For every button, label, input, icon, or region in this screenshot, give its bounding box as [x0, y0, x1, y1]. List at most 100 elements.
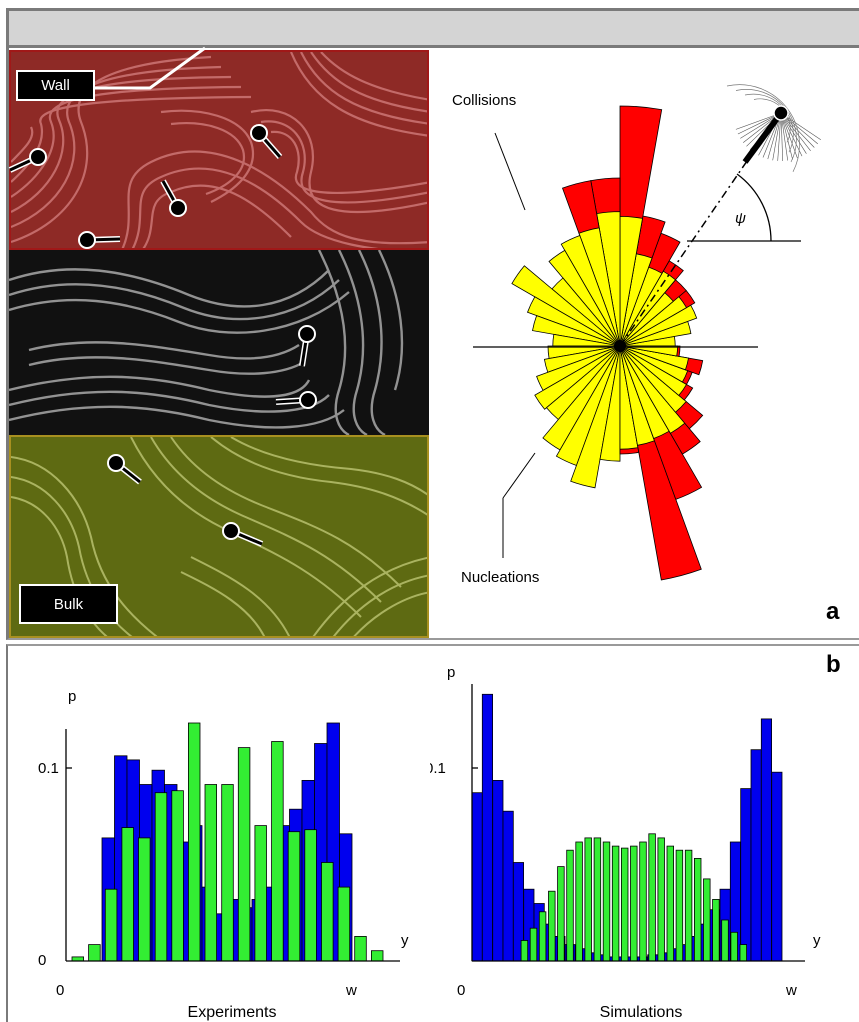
- wall-label: Wall: [16, 70, 95, 101]
- fan-ray: [735, 112, 782, 130]
- rose-nucleation-sector-165: [532, 315, 621, 347]
- exp-bulk-bar-15: [321, 862, 334, 962]
- sim-bulk-bar-16: [666, 845, 674, 962]
- sim-y-axis-label: p: [447, 664, 455, 681]
- sim-bulk-bar-23: [730, 931, 738, 962]
- sim-bulk-bar-0: [520, 940, 529, 962]
- angle-arc: [736, 173, 772, 242]
- experiments-histogram: p 0.1 0 0 w y Experiments: [38, 688, 409, 1021]
- defect-markers: [8, 46, 317, 547]
- sim-wall-bar-1: [481, 693, 493, 962]
- sim-bulk-bar-13: [639, 841, 647, 962]
- rose-nucleation-sector-155: [526, 296, 621, 347]
- bulk-label: Bulk: [19, 584, 118, 624]
- fan-ray: [780, 112, 783, 162]
- exp-bulk-bar-7: [187, 722, 201, 962]
- sim-bulk-bar-20: [703, 878, 711, 962]
- panel-letter-a: a: [826, 598, 840, 625]
- bulk-micrograph: [9, 435, 429, 638]
- rose-nucleation-sector-345: [619, 345, 689, 371]
- exp-bulk-bar-1: [88, 944, 101, 962]
- exp-bulk-bar-11: [254, 825, 267, 962]
- exp-title: Experiments: [188, 1004, 277, 1021]
- sim-bulk-bar-19: [693, 857, 702, 962]
- exp-bulk-bar-9: [221, 784, 234, 962]
- top-header-bar: [6, 8, 859, 48]
- exp-bulk-bar-5: [154, 792, 168, 962]
- fan-ray: [780, 112, 821, 141]
- sim-wall-bar-3: [502, 810, 514, 962]
- exp-bulk-bar-2: [104, 888, 118, 962]
- angle-symbol: ψ: [735, 210, 746, 227]
- sim-wall-bar-28: [760, 718, 772, 962]
- sim-bulk-bar-1: [529, 927, 538, 962]
- sim-wall-bar-0: [471, 792, 483, 962]
- exp-bulk-bar-4: [138, 837, 151, 962]
- rose-nucleation-sector-255: [570, 345, 621, 489]
- exp-bulk-bar-3: [121, 827, 134, 962]
- sim-bulk-bar-9: [602, 841, 611, 962]
- sim-bulk-bar-21: [712, 898, 720, 962]
- exp-bulk-bar-8: [204, 784, 218, 962]
- fan-ray: [777, 112, 782, 161]
- sim-bulk-bar-8: [593, 837, 602, 962]
- sim-bulk-bar-22: [721, 919, 729, 962]
- sim-x-tick-label-0: 0: [457, 982, 465, 999]
- sim-bulk-bar-15: [657, 837, 665, 962]
- sim-bulk-bar-2: [538, 911, 547, 962]
- fan-ray: [780, 112, 803, 157]
- exp-x-axis-label: y: [401, 932, 409, 949]
- middle-micrograph: [9, 250, 429, 435]
- sim-bulk-bar-24: [739, 944, 747, 962]
- rose-nucleation-sector-315: [619, 345, 687, 413]
- nucleations-label: Nucleations: [461, 569, 540, 586]
- director-disc: [773, 105, 789, 121]
- sim-x-axis-label: y: [813, 932, 821, 949]
- exp-bulk-bar-12: [271, 741, 284, 962]
- sim-bulk-bar-4: [557, 866, 565, 962]
- exp-bulk-bar-13: [287, 831, 301, 962]
- exp-x-tick-label-w: w: [345, 982, 357, 999]
- fan-ray: [772, 112, 782, 161]
- exp-y-tick-label-0.1: 0.1: [38, 760, 59, 777]
- sim-bulk-bar-6: [575, 841, 583, 962]
- exp-x-tick-label-0: 0: [56, 982, 64, 999]
- fan-ray: [780, 112, 807, 154]
- rose-nucleation-sector-215: [534, 345, 621, 410]
- sim-bulk-bar-18: [684, 849, 693, 962]
- rose-nucleation-sector-115: [560, 234, 621, 347]
- fan-ray: [780, 112, 818, 145]
- exp-bulk-bar-14: [304, 829, 317, 962]
- collisions-leader-line: [494, 132, 526, 211]
- rose-diagram: ψ: [473, 84, 821, 581]
- simulations-histogram: p 0.1 0 w y Simulations: [430, 664, 821, 1021]
- sim-bulk-bar-12: [630, 845, 638, 962]
- exp-bulk-bar-10: [237, 747, 251, 962]
- collisions-label: Collisions: [452, 92, 517, 109]
- exp-bulk-bar-17: [354, 935, 367, 962]
- rose-nucleation-sector-125: [548, 249, 621, 347]
- sim-y-tick-label-0.1: 0.1: [430, 760, 446, 777]
- fan-ray: [737, 112, 782, 135]
- panel-b: [6, 644, 859, 1022]
- panel-a: [6, 48, 859, 640]
- sim-wall-bar-27: [750, 749, 762, 962]
- sim-bulk-bar-7: [584, 837, 592, 962]
- panel-letter-b: b: [826, 651, 841, 678]
- sim-x-tick-label-w: w: [785, 982, 797, 999]
- exp-bulk-bar-18: [370, 950, 384, 962]
- exp-y-tick-label-0: 0: [38, 952, 46, 969]
- rose-nucleation-sector-355: [619, 345, 679, 357]
- sim-bulk-bar-17: [675, 849, 684, 962]
- exp-y-axis-label: p: [68, 688, 76, 705]
- sim-bulk-bar-10: [611, 845, 620, 962]
- sim-wall-bar-2: [492, 779, 504, 962]
- fan-ray: [780, 112, 793, 160]
- director-rod: [742, 111, 784, 164]
- fan-ray: [780, 112, 788, 161]
- rose-nucleation-sector-145: [511, 265, 621, 347]
- sim-bulk-bar-11: [620, 847, 629, 962]
- sim-bulk-bar-5: [566, 849, 574, 962]
- sim-bulk-bar-14: [648, 833, 656, 962]
- sim-wall-bar-29: [771, 771, 783, 962]
